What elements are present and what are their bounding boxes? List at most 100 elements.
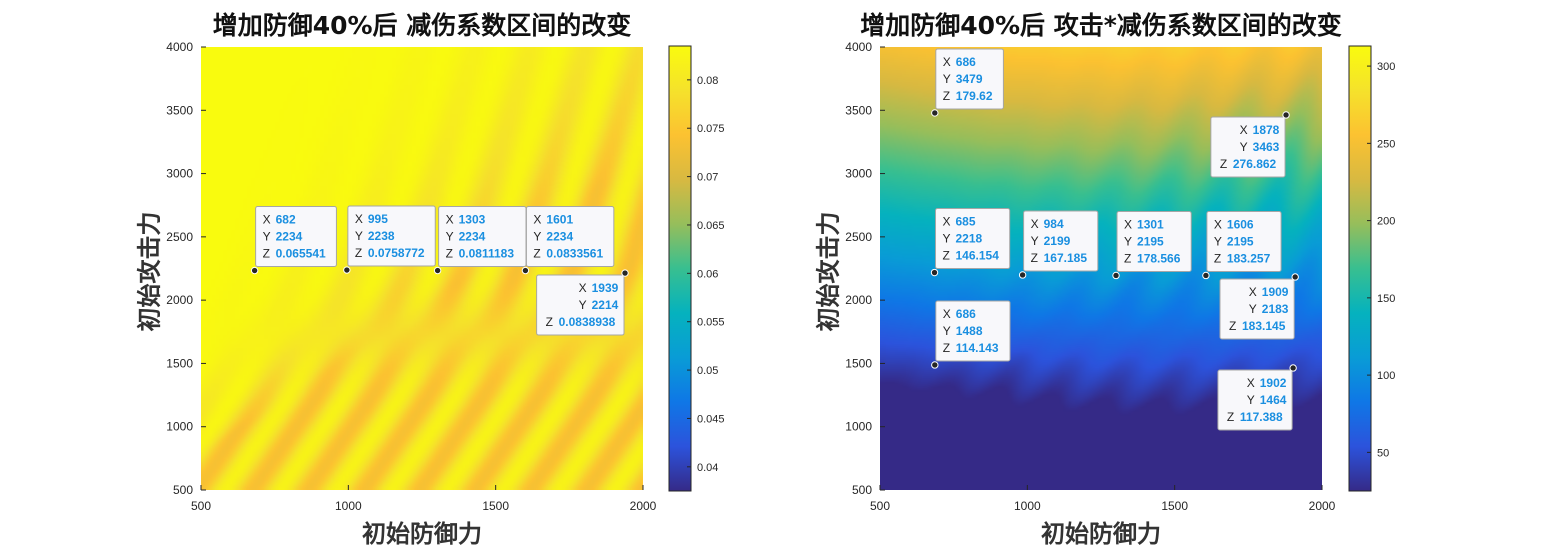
chart1-datatip-key: Z: [1229, 319, 1236, 333]
chart1-y-tick-label: 3500: [845, 103, 872, 117]
chart0-colorbar-tick-label: 0.07: [697, 172, 718, 184]
chart1-colorbar-tick-label: 100: [1377, 370, 1395, 382]
chart0-datatip-key: X: [263, 213, 271, 227]
chart1-datatip-key: Z: [1220, 157, 1227, 171]
chart1-datatip[interactable]: X 1909 Y 2183 Z 183.145: [1219, 273, 1299, 340]
chart1-datatip-key: X: [1124, 217, 1132, 231]
chart1-datatip-key: Z: [1124, 251, 1131, 265]
chart1-datatip-value: 183.257: [1227, 251, 1271, 265]
chart1-datatip-key: X: [943, 55, 951, 69]
chart0-colorbar-tick-label: 0.045: [697, 413, 725, 425]
chart0-y-tick-label: 2000: [166, 293, 193, 307]
chart1-datatip-value: 686: [956, 55, 976, 69]
chart0-x-tick-label: 1500: [482, 499, 509, 513]
chart0-datatip-key: Y: [355, 229, 363, 243]
chart1-x-tick-label: 1500: [1161, 499, 1188, 513]
chart1-datatip-value: 179.62: [956, 89, 993, 103]
chart1-datatip-value: 984: [1044, 217, 1064, 231]
chart0-datatip[interactable]: X 995 Y 2238 Z 0.0758772: [343, 205, 436, 274]
chart1-datatip[interactable]: X 984 Y 2199 Z 167.185: [1018, 210, 1099, 279]
chart1-heatmap-chart: 500 1000 1500 2000 500 1000 1500 2000 2500 3000 35…: [166, 40, 725, 513]
chart1-datatip-value: 178.566: [1137, 251, 1181, 265]
chart1-y-tick-label: 4000: [845, 40, 872, 54]
chart0-datatip-box: [255, 206, 337, 268]
chart1-colorbar-tick-label: 150: [1377, 293, 1395, 305]
chart1-colorbar-tick-label: 200: [1377, 216, 1395, 228]
chart0-datatip-box: [347, 205, 436, 267]
chart0-datatip[interactable]: X 1939 Y 2214 Z 0.0838938: [536, 269, 629, 336]
chart1-datatip-value: 1488: [956, 324, 983, 338]
chart0-datatip-value: 0.0811183: [459, 247, 515, 261]
chart0-datatip-value: 2214: [592, 298, 619, 312]
chart1-datatip-value: 1909: [1262, 285, 1289, 299]
chart1-datatip-value: 3479: [956, 72, 983, 86]
chart1-y-tick-label: 3000: [845, 167, 872, 181]
chart1-datatip[interactable]: X 686 Y 3479 Z 179.62: [931, 48, 1004, 117]
chart1-datatip-box: [935, 48, 1004, 110]
chart0-datatip[interactable]: X 1601 Y 2234 Z 0.0833561: [521, 206, 615, 275]
chart1-datatip-value: 114.143: [956, 341, 999, 355]
chart1-datatip-key: X: [943, 215, 951, 229]
chart0-datatip-value: 0.0838938: [559, 315, 616, 329]
chart1-datatip-value: 1464: [1260, 393, 1287, 407]
chart0-datatip-key: X: [355, 212, 363, 226]
chart2-xlabel: 初始防御力: [1041, 520, 1161, 548]
chart2-title: 增加防御40%后 攻击*减伤系数区间的改变: [860, 11, 1342, 40]
chart1-datatip-key: Y: [943, 324, 951, 338]
chart0-datatip-marker: [521, 266, 530, 275]
chart1-datatip-value: 2199: [1044, 234, 1071, 248]
chart1-datatip-value: 2195: [1227, 234, 1254, 248]
chart1-datatip[interactable]: X 1301 Y 2195 Z 178.566: [1112, 210, 1192, 280]
chart0-colorbar-tick-label: 0.05: [697, 365, 718, 377]
chart1-datatip[interactable]: X 1878 Y 3463 Z 276.862: [1210, 111, 1290, 178]
chart0-y-tick-label: 3000: [166, 167, 193, 181]
chart1-datatip-box: [935, 300, 1011, 362]
chart0-datatip-key: Y: [263, 230, 271, 244]
chart1-datatip-value: 183.145: [1242, 319, 1286, 333]
chart1-y-tick-label: 1500: [845, 356, 872, 370]
chart1-colorbar-tick-label: 300: [1377, 61, 1395, 73]
chart1-datatip-marker: [931, 361, 939, 369]
chart0-surface: [201, 47, 643, 490]
chart0-datatip-box: [536, 274, 625, 336]
chart0-datatip[interactable]: X 682 Y 2234 Z 0.065541: [250, 206, 337, 275]
chart1-datatip-key: X: [1214, 217, 1222, 231]
chart1-datatip-key: Z: [1214, 251, 1221, 265]
chart1-datatip-box: [1210, 116, 1286, 178]
chart0-colorbar-tick-label: 0.065: [697, 220, 725, 232]
chart0-datatip-marker: [621, 269, 629, 277]
chart1-colorbar: [1348, 45, 1372, 492]
chart1-datatip-box: [1219, 278, 1295, 340]
chart1-datatip-key: Y: [1240, 140, 1248, 154]
chart1-datatip-key: Y: [1031, 234, 1039, 248]
chart1-datatip-key: Y: [1214, 234, 1222, 248]
chart1-datatip-value: 3463: [1253, 140, 1280, 154]
chart1-y-tick-label: 1000: [845, 420, 872, 434]
chart1-datatip[interactable]: X 1606 Y 2195 Z 183.257: [1202, 210, 1282, 280]
chart1-datatip[interactable]: X 685 Y 2218 Z 146.154: [930, 208, 1011, 277]
chart1-datatip-value: 276.862: [1233, 157, 1277, 171]
chart1-x-tick-label: 500: [870, 499, 890, 513]
chart1-datatip-key: Y: [1249, 302, 1257, 316]
chart0-y-tick-label: 1500: [166, 356, 193, 370]
chart1-datatip-box: [935, 208, 1011, 270]
chart0-datatip-value: 2238: [368, 229, 395, 243]
chart0-y-tick-label: 3500: [166, 103, 193, 117]
chart0-datatip-value: 1939: [592, 281, 619, 295]
chart2-heatmap-chart: 500 1000 1500 2000 500 1000 1500 2000 2500 3000 35…: [845, 40, 1395, 513]
chart1-datatip-key: Z: [1031, 251, 1038, 265]
chart0-datatip-key: Z: [446, 247, 453, 261]
chart1-datatip-key: Y: [943, 72, 951, 86]
chart1-xlabel: 初始防御力: [362, 520, 482, 548]
chart0-datatip-value: 2234: [276, 230, 303, 244]
chart0-datatip-marker: [250, 266, 259, 275]
chart1-datatip[interactable]: X 686 Y 1488 Z 114.143: [931, 300, 1011, 369]
chart0-y-tick-label: 2500: [166, 230, 193, 244]
chart1-datatip-key: X: [1247, 376, 1255, 390]
chart1-datatip-value: 685: [956, 215, 976, 229]
chart0-datatip-key: Z: [355, 246, 362, 260]
chart1-datatip[interactable]: X 1902 Y 1464 Z 117.388: [1217, 364, 1297, 431]
chart1-datatip-value: 2218: [956, 232, 983, 246]
chart1-datatip-marker: [1112, 271, 1120, 280]
chart0-datatip[interactable]: X 1303 Y 2234 Z 0.0811183: [433, 206, 527, 275]
